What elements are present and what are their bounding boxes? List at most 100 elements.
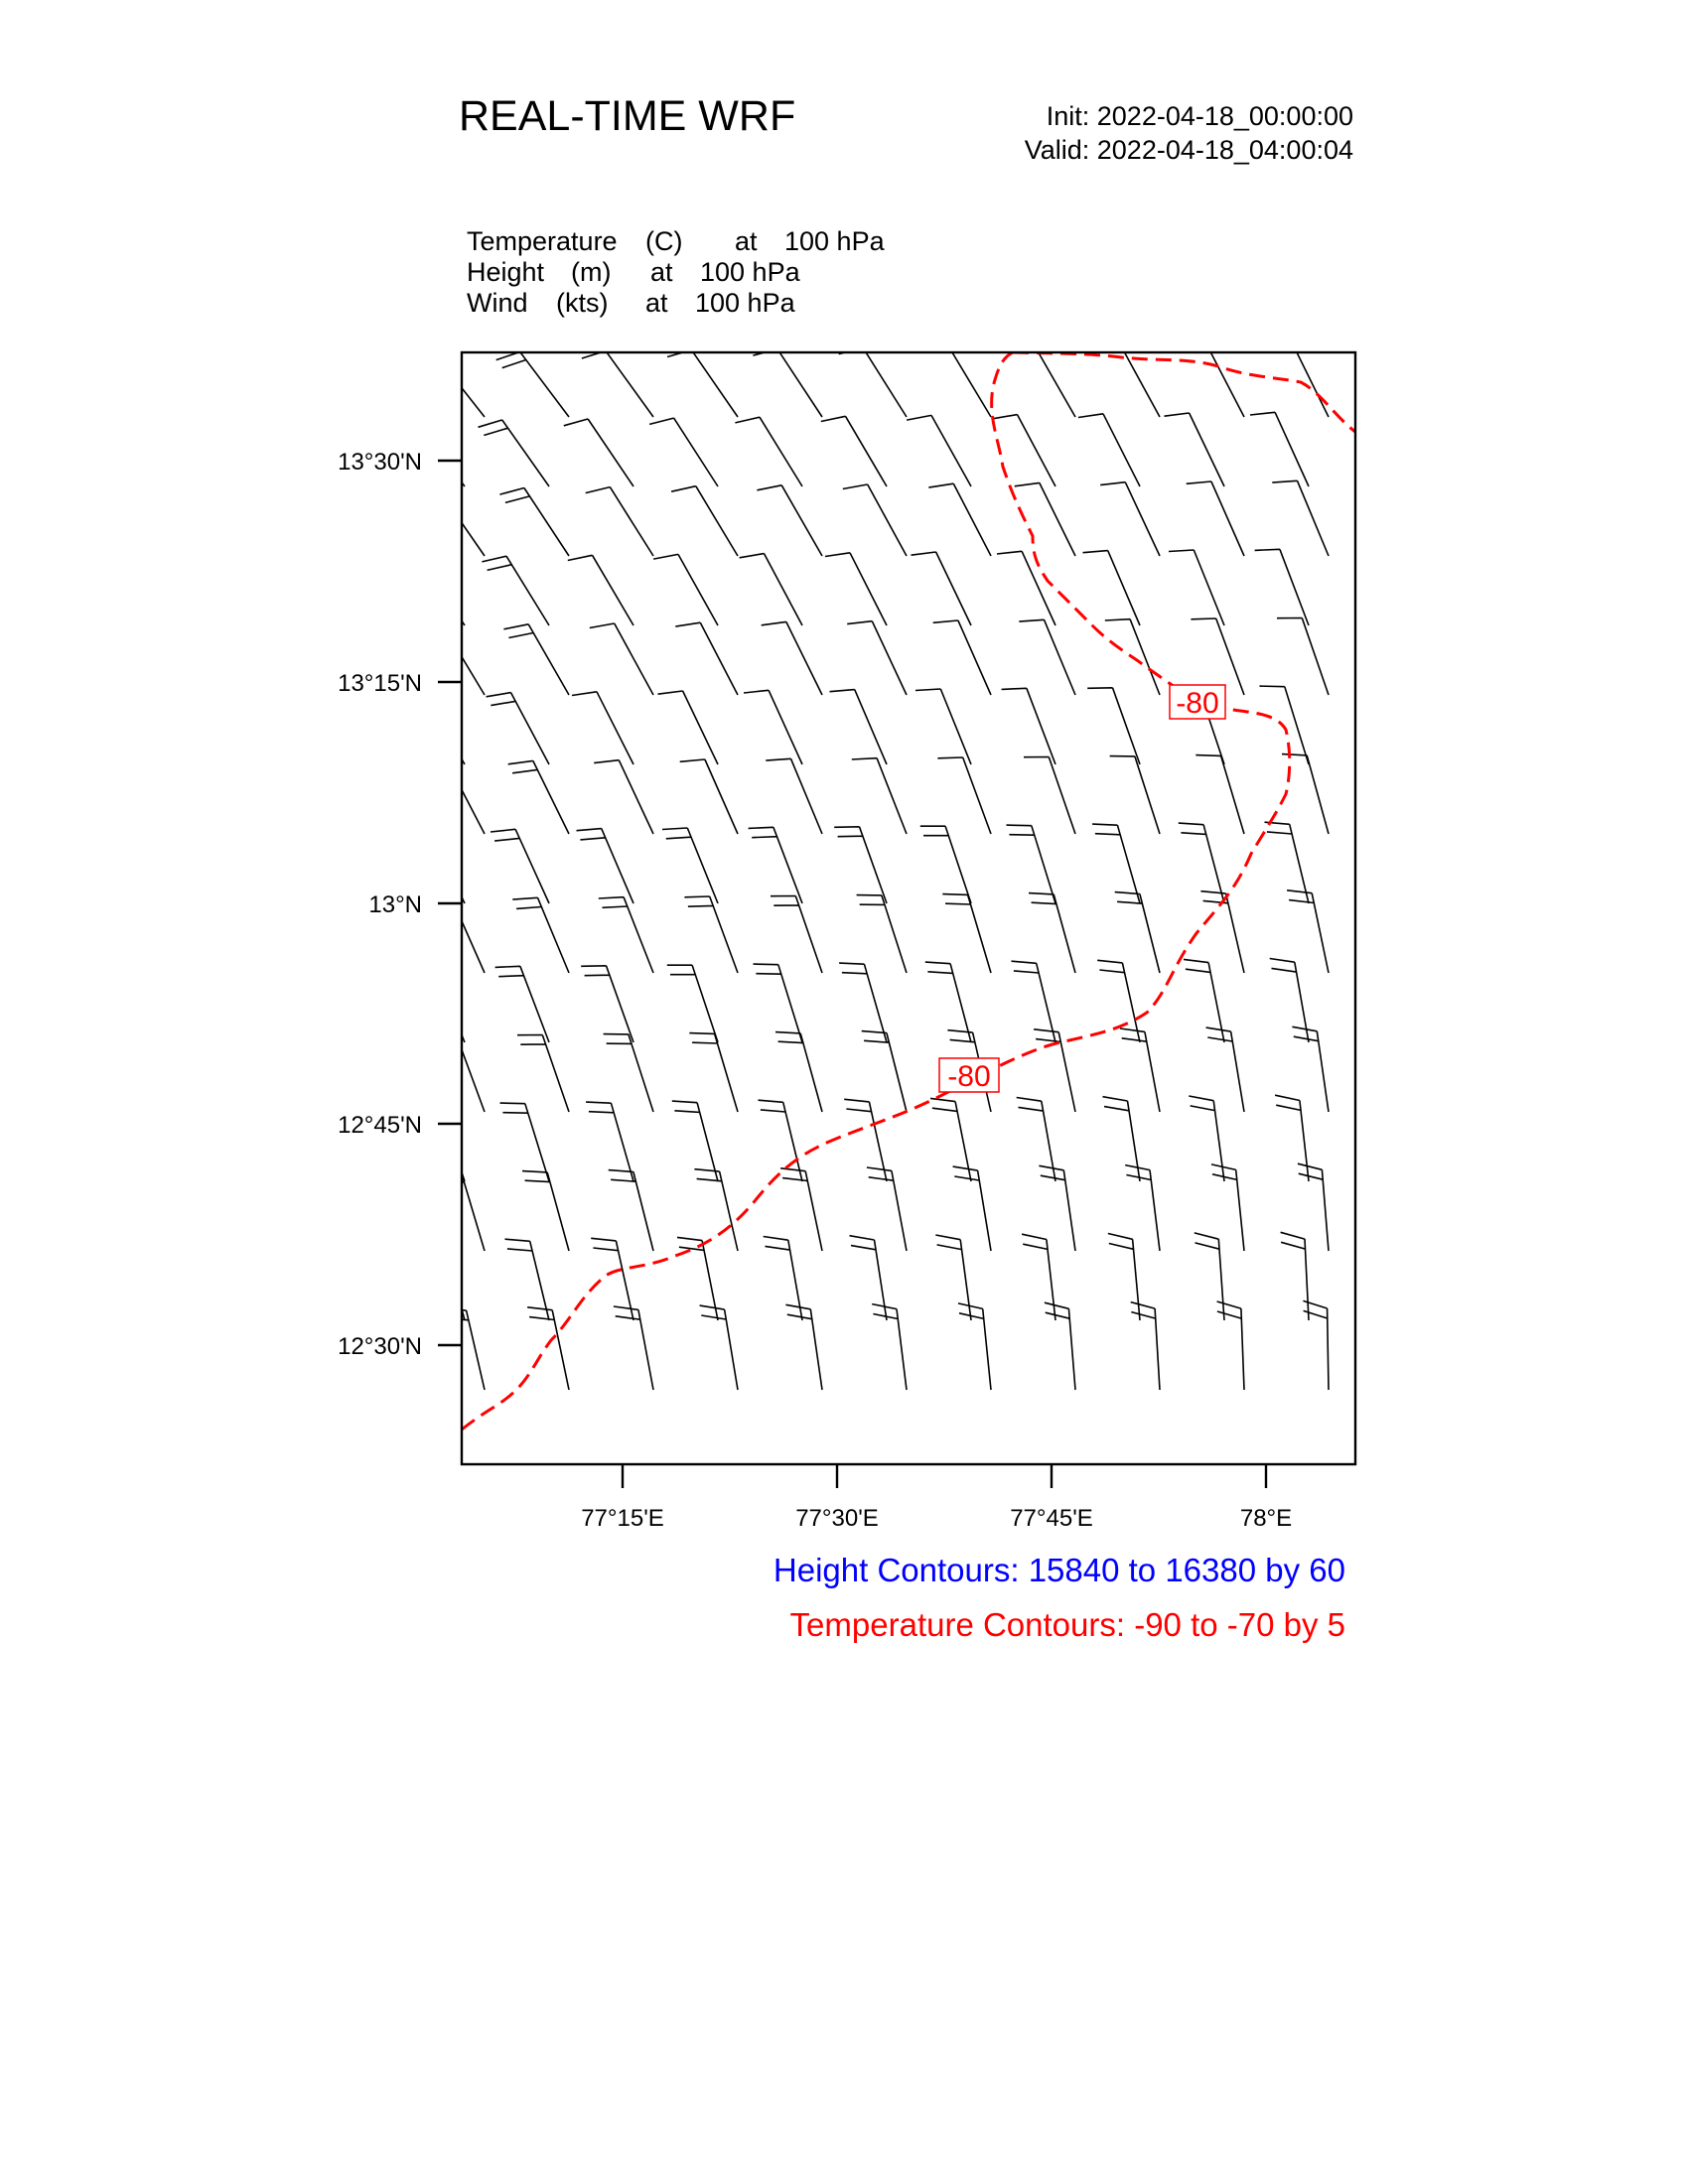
wind-barb-field — [389, 276, 1330, 1391]
wind-barb-icon — [585, 485, 654, 557]
wind-barb-icon — [1183, 958, 1225, 1043]
wind-barb-icon — [743, 689, 803, 765]
wind-barb-icon — [490, 828, 550, 904]
wind-barb-icon — [684, 895, 739, 974]
wind-barb-icon — [1191, 617, 1245, 696]
lat-tick-label: 13°15'N — [338, 670, 422, 697]
wind-barb-icon — [1200, 889, 1245, 974]
wind-barb-icon — [666, 964, 719, 1043]
wind-barb-icon — [581, 352, 654, 418]
longitude-axis — [621, 1464, 1268, 1488]
wind-barb-icon — [1276, 616, 1330, 696]
wind-barb-icon — [842, 483, 908, 557]
wind-barb-icon — [1087, 687, 1141, 765]
wind-barb-icon — [527, 1306, 570, 1391]
wind-barb-icon — [603, 1032, 654, 1113]
wind-barb-icon — [732, 281, 803, 347]
wind-barb-icon — [1006, 824, 1056, 904]
wind-barb-icon — [1082, 549, 1141, 626]
wind-barb-icon — [1011, 960, 1056, 1043]
wind-barb-icon — [1034, 1028, 1076, 1113]
wind-barb-icon — [1164, 412, 1225, 487]
height-contours-note: Height Contours: 15840 to 16380 by 60 — [773, 1552, 1345, 1588]
valid-time: Valid: 2022-04-18_04:00:04 — [1024, 135, 1353, 165]
wind-barb-icon — [739, 552, 803, 626]
field-legend: Temperature (C) at 100 hPa Height (m) at 100 h… — [467, 226, 885, 319]
wind-barb-icon — [1044, 1301, 1076, 1391]
wind-barb-icon — [679, 758, 739, 835]
wind-barb-icon — [462, 787, 486, 835]
wind-barb-icon — [567, 554, 634, 626]
map-frame — [460, 350, 1357, 1466]
wind-barb-icon — [1028, 891, 1076, 974]
wind-barb-icon — [834, 826, 888, 904]
field-name: Height — [467, 257, 545, 287]
contour-label: -80 — [938, 1057, 1000, 1093]
wind-barb-icon — [504, 1238, 550, 1321]
wind-barb-icon — [1104, 617, 1161, 696]
field-row-height: Height (m) at 100 hPa — [467, 257, 885, 288]
wind-barb-icon — [1186, 480, 1245, 557]
field-name: Temperature — [467, 226, 618, 256]
wind-barb-icon — [866, 1166, 908, 1252]
wind-barb-icon — [735, 416, 803, 487]
wind-barb-icon — [482, 555, 550, 626]
lon-tick-label: 78°E — [1240, 1505, 1292, 1532]
init-time: Init: 2022-04-18_00:00:00 — [1046, 101, 1353, 131]
wind-barb-icon — [507, 759, 570, 835]
wind-barb-icon — [1209, 352, 1245, 418]
wind-barb-icon — [462, 655, 486, 696]
wind-barb-icon — [824, 552, 888, 626]
wind-barb-icon — [1037, 352, 1076, 418]
wind-barb-icon — [503, 623, 570, 696]
wind-barb-icon — [1254, 548, 1310, 626]
wind-barb-icon — [1281, 752, 1330, 835]
wind-barb-icon — [1246, 276, 1309, 347]
wind-barb-icon — [699, 1304, 739, 1391]
wind-barb-icon — [670, 484, 739, 557]
wind-barb-icon — [1097, 959, 1141, 1043]
temperature-contours-note: Temperature Contours: -90 to -70 by 5 — [789, 1606, 1345, 1643]
wind-barb-icon — [389, 285, 465, 347]
wind-barb-icon — [671, 1100, 719, 1182]
wind-barb-icon — [928, 482, 992, 557]
wind-barb-icon — [1280, 1231, 1310, 1321]
wind-barb-icon — [499, 1102, 550, 1182]
wind-barb-icon — [753, 963, 803, 1043]
wind-barb-icon — [844, 1098, 888, 1182]
wind-barb-icon — [914, 688, 972, 765]
wind-barb-icon — [906, 414, 972, 487]
wind-barb-icon — [1178, 822, 1225, 904]
wind-barb-icon — [1077, 413, 1141, 487]
wind-barb-icon — [924, 352, 992, 418]
temperature-contour — [462, 352, 1355, 1432]
wind-barb-icon — [1269, 957, 1310, 1043]
wind-barb-icon — [581, 965, 634, 1043]
wind-barb-icon — [952, 1165, 992, 1252]
wind-barb-icon — [598, 895, 654, 974]
wind-barb-icon — [785, 1303, 823, 1391]
field-level: 100 hPa — [695, 288, 795, 318]
wind-barb-icon — [829, 688, 888, 765]
wind-barb-icon — [996, 550, 1056, 626]
wind-barb-icon — [872, 1302, 908, 1391]
wind-barb-icon — [1016, 1096, 1056, 1182]
wind-barb-icon — [1196, 753, 1245, 835]
wind-barb-icon — [847, 619, 908, 696]
wind-barb-icon — [689, 1031, 739, 1113]
wind-barb-icon — [560, 283, 633, 347]
wind-barb-icon — [992, 413, 1056, 487]
wind-barb-icon — [494, 965, 550, 1043]
wind-barb-icon — [1292, 1025, 1330, 1113]
contour-label: -80 — [1169, 684, 1226, 720]
map-title: REAL-TIME WRF — [459, 92, 796, 140]
wind-barb-icon — [462, 618, 466, 626]
wind-barb-icon — [462, 521, 486, 557]
wind-barb-icon — [1021, 1233, 1056, 1321]
wind-barb-icon — [589, 622, 654, 696]
wind-barb-icon — [613, 1305, 654, 1391]
wind-barb-icon — [645, 282, 718, 347]
wind-barb-icon — [1287, 889, 1330, 974]
field-unit: (C) — [645, 226, 683, 256]
wind-barb-icon — [932, 619, 992, 696]
